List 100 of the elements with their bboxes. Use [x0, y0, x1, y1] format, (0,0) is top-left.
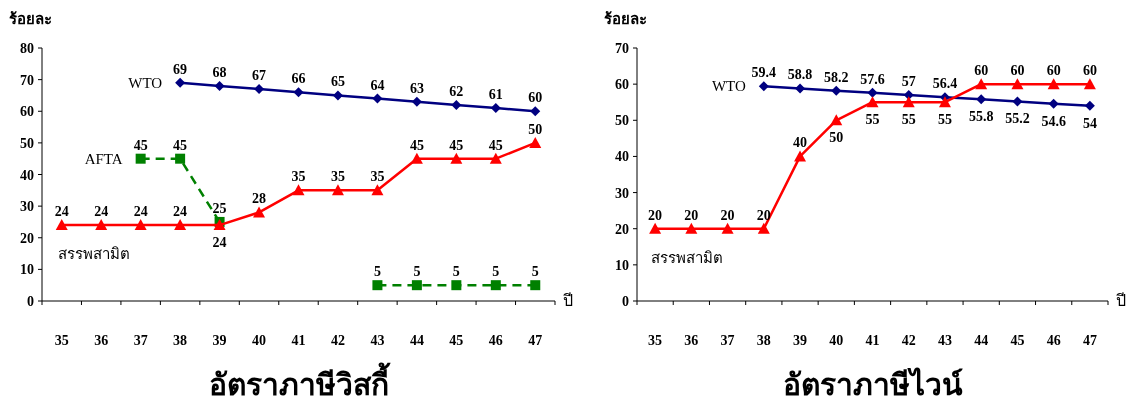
point [976, 94, 987, 105]
point [529, 136, 542, 148]
data-label: 20 [648, 207, 663, 223]
point [757, 222, 770, 234]
x-tick-label: 40 [252, 333, 267, 348]
series-label: WTO [711, 78, 746, 95]
point [372, 93, 383, 104]
point [134, 219, 147, 231]
y-axis-title: ร้อยละ [8, 11, 52, 27]
y-tick-label: 60 [20, 104, 34, 120]
point [175, 153, 186, 164]
x-tick-label: 35 [54, 333, 69, 348]
y-tick-label: 10 [20, 262, 34, 278]
y-tick-label: 50 [615, 113, 629, 129]
data-label: 63 [409, 80, 424, 96]
data-label: 64 [370, 77, 385, 93]
point [135, 153, 146, 164]
x-tick-label: 43 [937, 333, 952, 348]
point [1083, 78, 1096, 90]
point [866, 96, 879, 108]
x-tick-label: 40 [829, 333, 844, 348]
point [902, 96, 915, 108]
data-label: 68 [212, 64, 227, 80]
y-tick-label: 0 [622, 294, 629, 309]
x-tick-label: 42 [901, 333, 916, 348]
x-tick-label: 41 [865, 333, 880, 348]
y-tick-label: 20 [20, 230, 34, 246]
x-tick-label: 45 [1010, 333, 1025, 348]
point [721, 222, 734, 234]
data-label: 5 [413, 264, 421, 280]
data-label: 60 [528, 90, 543, 106]
y-tick-label: 80 [20, 41, 34, 56]
point [332, 90, 343, 101]
x-axis-title: ปี [1116, 292, 1126, 309]
y-tick-label: 10 [615, 257, 629, 273]
y-tick-label: 70 [615, 41, 629, 56]
data-label: 56.4 [932, 76, 958, 92]
point [489, 152, 502, 164]
data-label: 61 [488, 87, 503, 103]
data-label: 57 [901, 73, 916, 89]
point [794, 150, 807, 162]
point [938, 96, 951, 108]
x-tick-label: 39 [212, 333, 227, 348]
data-label: 62 [449, 83, 464, 99]
data-label: 45 [133, 137, 148, 153]
point [451, 280, 462, 291]
series-label: สรรพสามิต [651, 249, 724, 266]
point [649, 222, 662, 234]
point [175, 77, 186, 88]
point [372, 280, 383, 291]
point [254, 84, 265, 95]
data-label: 65 [330, 74, 345, 90]
x-tick-label: 38 [756, 333, 771, 348]
point [331, 184, 344, 196]
data-label: 55.8 [968, 109, 994, 125]
data-label: 45 [488, 137, 503, 153]
point [55, 219, 68, 231]
data-label: 35 [370, 169, 385, 185]
data-label: 20 [720, 207, 735, 223]
point [975, 78, 988, 90]
data-label: 5 [531, 264, 539, 280]
data-label: 24 [173, 204, 188, 220]
data-label: 24 [212, 235, 227, 251]
data-label: 55 [901, 112, 916, 128]
point [830, 114, 843, 126]
y-tick-label: 50 [20, 135, 34, 151]
x-tick-label: 46 [1046, 333, 1061, 348]
point [174, 219, 187, 231]
x-tick-label: 42 [330, 333, 345, 348]
point [530, 106, 541, 117]
point [867, 87, 878, 98]
point [831, 85, 842, 96]
point [758, 81, 769, 92]
x-tick-label: 39 [793, 333, 808, 348]
x-tick-label: 47 [528, 333, 543, 348]
x-tick-label: 47 [1082, 333, 1097, 348]
point [903, 89, 914, 100]
data-label: 58.8 [787, 67, 813, 83]
y-tick-label: 40 [615, 149, 629, 165]
x-tick-label: 46 [488, 333, 503, 348]
data-label: 59.4 [751, 65, 777, 81]
point [214, 80, 225, 91]
data-label: 66 [291, 71, 306, 87]
point [253, 206, 266, 218]
point [411, 96, 422, 107]
y-axis-title: ร้อยละ [603, 11, 647, 27]
data-label: 40 [793, 135, 808, 151]
x-tick-label: 37 [720, 333, 735, 348]
data-label: 60 [1046, 63, 1061, 79]
point [213, 219, 226, 231]
data-label: 50 [528, 121, 543, 137]
point [1011, 78, 1024, 90]
data-label: 20 [684, 207, 699, 223]
data-label: 45 [409, 137, 424, 153]
point [1084, 100, 1095, 111]
point [95, 219, 108, 231]
y-tick-label: 0 [27, 294, 34, 309]
x-tick-label: 44 [409, 333, 424, 348]
data-label: 45 [449, 137, 464, 153]
point [292, 184, 305, 196]
